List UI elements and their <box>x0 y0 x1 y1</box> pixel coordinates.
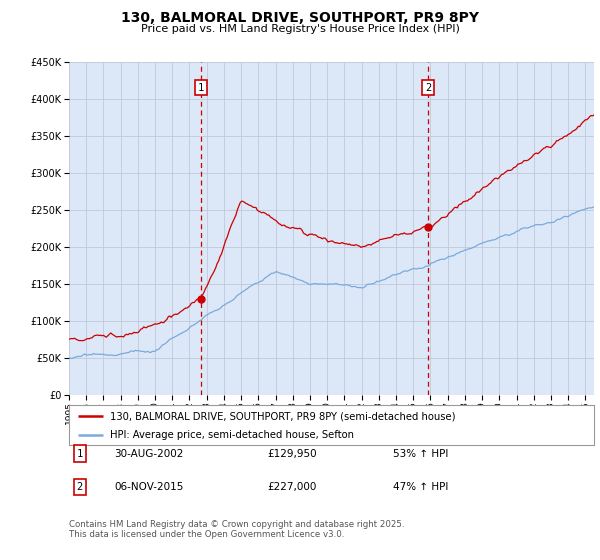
Text: Price paid vs. HM Land Registry's House Price Index (HPI): Price paid vs. HM Land Registry's House … <box>140 24 460 34</box>
Text: £129,950: £129,950 <box>267 449 317 459</box>
Text: Contains HM Land Registry data © Crown copyright and database right 2025.
This d: Contains HM Land Registry data © Crown c… <box>69 520 404 539</box>
Text: 2: 2 <box>77 482 83 492</box>
Text: £227,000: £227,000 <box>267 482 316 492</box>
Text: 130, BALMORAL DRIVE, SOUTHPORT, PR9 8PY: 130, BALMORAL DRIVE, SOUTHPORT, PR9 8PY <box>121 11 479 25</box>
Text: 30-AUG-2002: 30-AUG-2002 <box>114 449 184 459</box>
Text: 47% ↑ HPI: 47% ↑ HPI <box>393 482 448 492</box>
Text: 130, BALMORAL DRIVE, SOUTHPORT, PR9 8PY (semi-detached house): 130, BALMORAL DRIVE, SOUTHPORT, PR9 8PY … <box>110 411 455 421</box>
Text: 53% ↑ HPI: 53% ↑ HPI <box>393 449 448 459</box>
Text: 1: 1 <box>77 449 83 459</box>
Text: 06-NOV-2015: 06-NOV-2015 <box>114 482 184 492</box>
Text: 2: 2 <box>425 82 431 92</box>
Text: 1: 1 <box>198 82 204 92</box>
Text: HPI: Average price, semi-detached house, Sefton: HPI: Average price, semi-detached house,… <box>110 430 354 440</box>
